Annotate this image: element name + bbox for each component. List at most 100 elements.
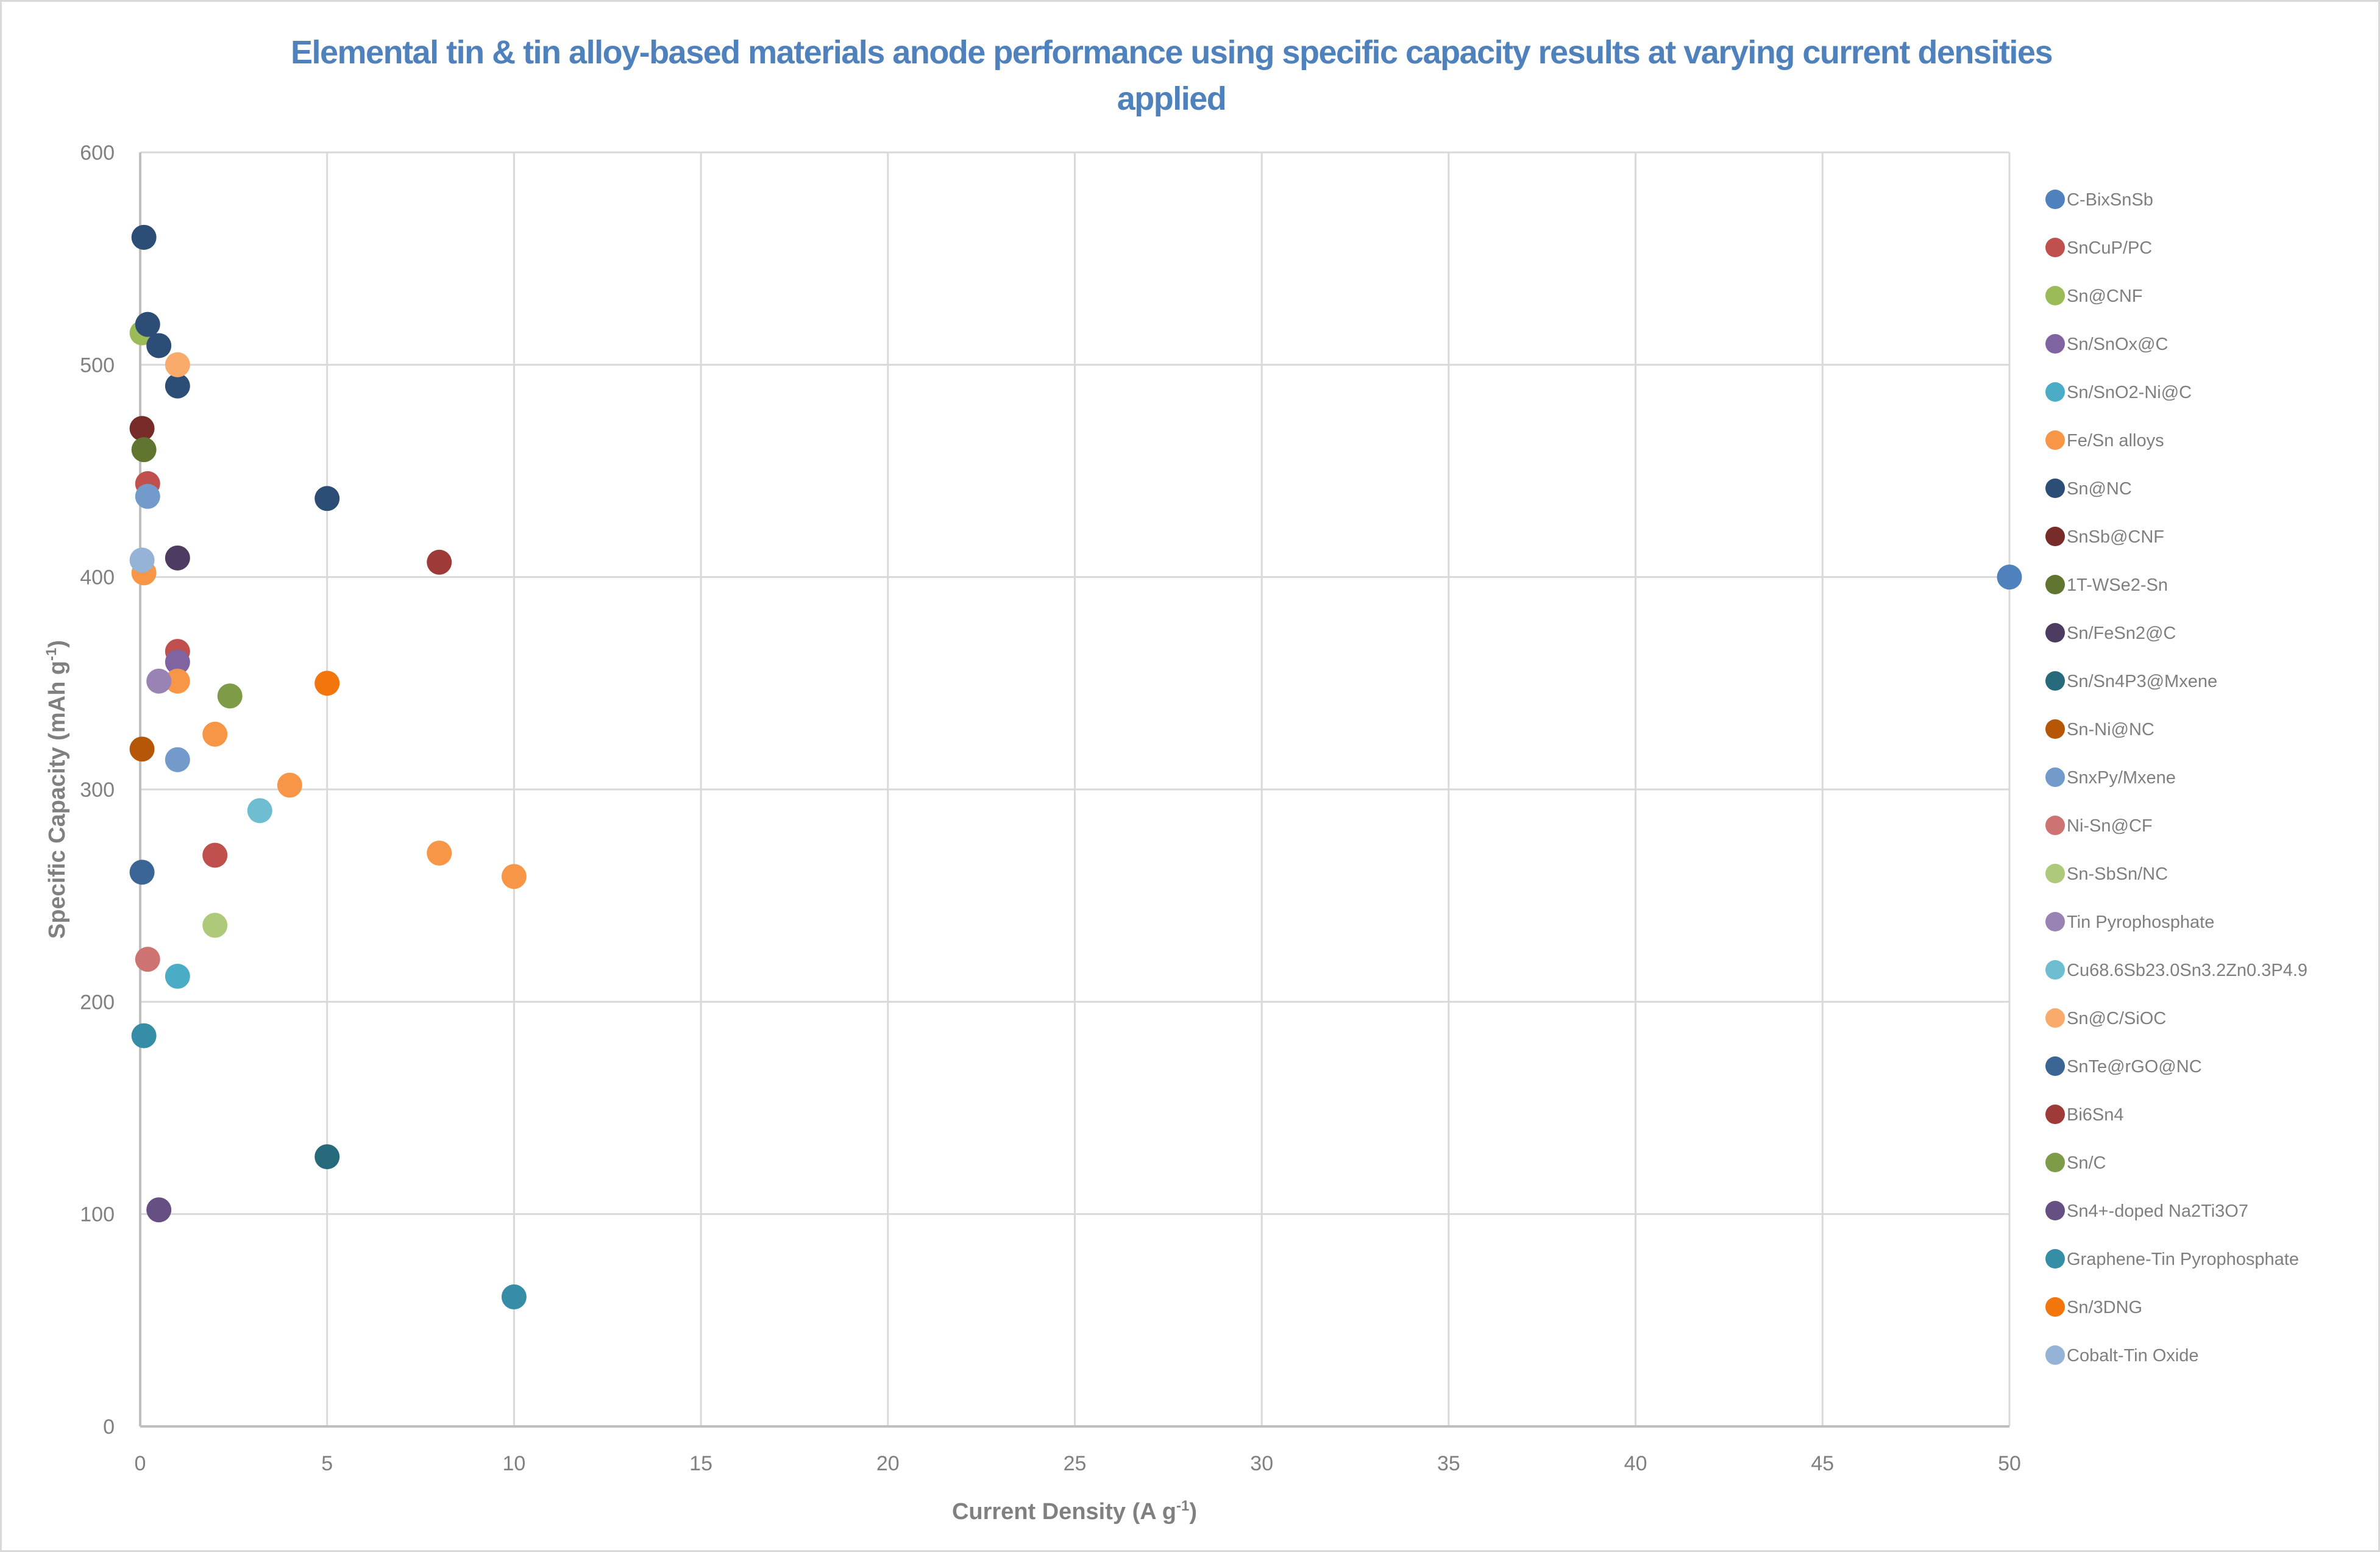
legend-marker-icon: [2045, 623, 2065, 643]
legend-entry[interactable]: Sn4+-doped Na2Ti3O7: [2045, 1201, 2248, 1221]
legend-entry[interactable]: SnxPy/Mxene: [2045, 767, 2176, 788]
data-point[interactable]: [135, 483, 160, 509]
data-point[interactable]: [217, 683, 243, 709]
legend-entry[interactable]: Tin Pyrophosphate: [2045, 912, 2214, 932]
series-10: [314, 1144, 340, 1170]
legend-entry[interactable]: Sn/3DNG: [2045, 1297, 2142, 1317]
data-point[interactable]: [314, 671, 340, 696]
legend-entry[interactable]: Cobalt-Tin Oxide: [2045, 1345, 2199, 1365]
data-point[interactable]: [247, 798, 272, 824]
legend-entry[interactable]: Sn@C/SiOC: [2045, 1008, 2166, 1028]
legend-marker-icon: [2045, 671, 2065, 691]
legend-label: Graphene-Tin Pyrophosphate: [2067, 1250, 2299, 1269]
data-point[interactable]: [277, 772, 302, 798]
legend-label: Fe/Sn alloys: [2067, 431, 2164, 450]
legend-marker-icon: [2045, 527, 2065, 546]
y-axis-title: Specific Capacity (mAh g-1): [43, 640, 70, 939]
legend-label: SnxPy/Mxene: [2067, 768, 2176, 788]
legend-marker-icon: [2045, 1105, 2065, 1124]
data-point[interactable]: [131, 224, 157, 250]
data-point[interactable]: [427, 841, 452, 866]
legend-entry[interactable]: Sn/FeSn2@C: [2045, 623, 2176, 643]
legend-entry[interactable]: Sn/SnOx@C: [2045, 334, 2168, 354]
x-tick-label: 10: [502, 1452, 525, 1475]
data-point[interactable]: [427, 549, 452, 575]
legend-label: Sn-SbSn/NC: [2067, 864, 2168, 884]
data-point[interactable]: [165, 668, 190, 694]
legend-entry[interactable]: Sn/Sn4P3@Mxene: [2045, 671, 2217, 691]
legend-entry[interactable]: 1T-WSe2-Sn: [2045, 575, 2168, 595]
legend-entry[interactable]: SnCuP/PC: [2045, 238, 2152, 258]
y-axis-title-end: ): [44, 640, 70, 648]
legend-entry[interactable]: Sn@CNF: [2045, 286, 2143, 306]
data-point[interactable]: [129, 860, 155, 885]
series-17: [165, 352, 190, 377]
legend-marker-icon: [2045, 816, 2065, 835]
data-point[interactable]: [146, 1197, 172, 1223]
legend-label: Ni-Sn@CF: [2067, 816, 2153, 836]
axes: [139, 152, 2009, 1428]
data-point[interactable]: [202, 842, 228, 868]
data-point[interactable]: [314, 486, 340, 511]
legend-label: Sn@CNF: [2067, 287, 2143, 306]
legend-entry[interactable]: Bi6Sn4: [2045, 1105, 2124, 1125]
series-21: [146, 1197, 172, 1223]
legend-entry[interactable]: C-BixSnSb: [2045, 190, 2153, 210]
x-tick-label: 30: [1250, 1452, 1273, 1475]
legend-label: Cu68.6Sb23.0Sn3.2Zn0.3P4.9: [2067, 961, 2307, 980]
legend-entry[interactable]: Sn-SbSn/NC: [2045, 864, 2168, 884]
data-point[interactable]: [146, 333, 172, 358]
y-tick-label: 300: [80, 778, 115, 802]
data-point[interactable]: [135, 947, 160, 972]
legend-label: Sn/C: [2067, 1153, 2106, 1173]
legend-entry[interactable]: Fe/Sn alloys: [2045, 430, 2164, 450]
data-point[interactable]: [131, 437, 157, 463]
data-point[interactable]: [131, 1023, 157, 1048]
data-point[interactable]: [135, 311, 160, 337]
data-point[interactable]: [202, 913, 228, 938]
data-point[interactable]: [129, 547, 155, 573]
series-14: [202, 913, 228, 938]
series-9: [165, 545, 190, 571]
data-point[interactable]: [165, 649, 190, 675]
legend-entry[interactable]: Cu68.6Sb23.0Sn3.2Zn0.3P4.9: [2045, 960, 2307, 980]
x-tick-label: 35: [1437, 1452, 1460, 1475]
data-point[interactable]: [501, 864, 527, 889]
legend-entry[interactable]: Sn-Ni@NC: [2045, 719, 2154, 739]
data-point[interactable]: [165, 964, 190, 989]
data-point[interactable]: [165, 747, 190, 772]
data-point[interactable]: [314, 1144, 340, 1170]
series-13: [135, 947, 160, 972]
series-19: [427, 549, 452, 575]
legend-entry[interactable]: Sn/SnO2-Ni@C: [2045, 382, 2192, 402]
x-tick-label: 25: [1064, 1452, 1087, 1475]
x-tick-label: 50: [1998, 1452, 2021, 1475]
legend-marker-icon: [2045, 190, 2065, 209]
legend-marker-icon: [2045, 1201, 2065, 1220]
y-tick-label: 600: [80, 141, 115, 165]
data-point[interactable]: [165, 545, 190, 571]
series-16: [247, 798, 272, 824]
legend-label: Sn@C/SiOC: [2067, 1009, 2166, 1028]
y-tick-label: 500: [80, 354, 115, 377]
data-point[interactable]: [165, 352, 190, 377]
legend-entry[interactable]: Sn@NC: [2045, 479, 2132, 499]
data-point[interactable]: [165, 373, 190, 399]
data-point[interactable]: [129, 736, 155, 762]
data-point[interactable]: [501, 1284, 527, 1310]
legend-entry[interactable]: Ni-Sn@CF: [2045, 816, 2153, 836]
data-point[interactable]: [146, 668, 172, 694]
legend-entry[interactable]: Graphene-Tin Pyrophosphate: [2045, 1249, 2299, 1269]
series-7: [129, 416, 155, 441]
legend-entry[interactable]: Sn/C: [2045, 1153, 2106, 1173]
data-point[interactable]: [202, 721, 228, 747]
legend-label: SnCuP/PC: [2067, 238, 2152, 258]
data-point[interactable]: [129, 416, 155, 441]
y-tick-label: 0: [103, 1415, 115, 1439]
data-point[interactable]: [1997, 564, 2022, 590]
legend-entry[interactable]: SnTe@rGO@NC: [2045, 1056, 2202, 1077]
x-tick-label: 20: [876, 1452, 900, 1475]
legend-marker-icon: [2045, 479, 2065, 498]
legend-marker-icon: [2045, 575, 2065, 594]
legend-entry[interactable]: SnSb@CNF: [2045, 527, 2164, 547]
